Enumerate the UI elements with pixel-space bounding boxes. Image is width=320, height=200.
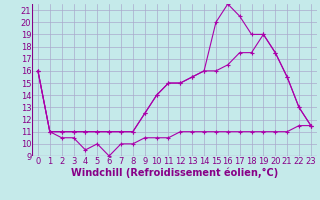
X-axis label: Windchill (Refroidissement éolien,°C): Windchill (Refroidissement éolien,°C) — [71, 167, 278, 178]
